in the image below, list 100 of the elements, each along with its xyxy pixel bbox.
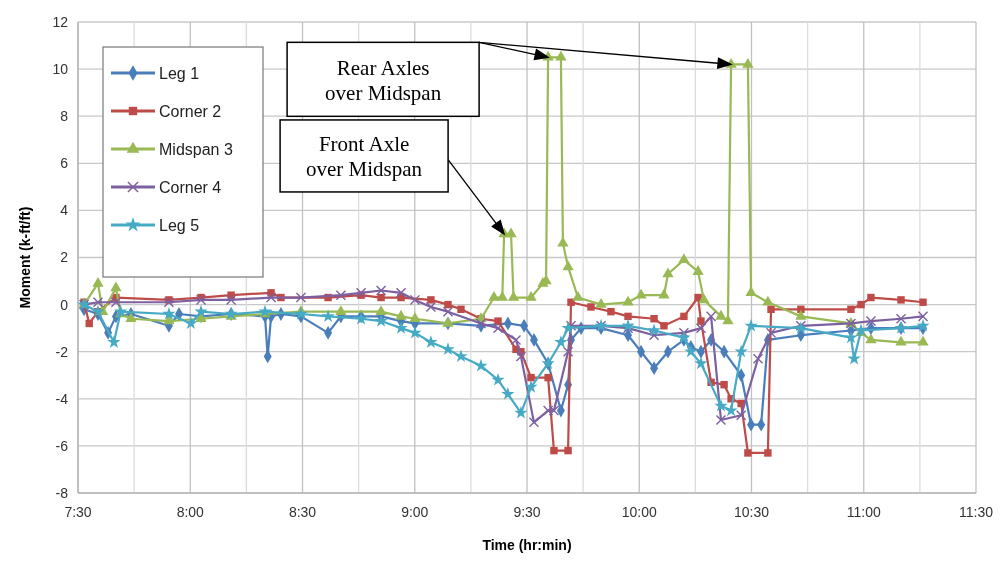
point xyxy=(194,304,208,318)
point xyxy=(554,335,568,348)
point xyxy=(424,335,438,348)
point xyxy=(491,372,505,386)
point xyxy=(916,318,930,332)
point xyxy=(475,318,487,329)
point xyxy=(650,315,658,323)
point xyxy=(895,335,907,346)
point xyxy=(695,322,707,334)
y-tick-label: -8 xyxy=(55,484,69,501)
point xyxy=(92,276,104,287)
y-tick-label: 0 xyxy=(60,296,69,313)
point xyxy=(501,387,515,400)
point xyxy=(107,335,121,348)
point xyxy=(660,322,668,330)
point xyxy=(409,312,421,322)
point xyxy=(564,446,572,455)
point xyxy=(561,321,575,334)
point xyxy=(752,353,764,364)
point xyxy=(110,281,122,292)
point xyxy=(507,291,520,301)
point xyxy=(647,323,661,337)
x-axis-title: Time (hr:min) xyxy=(482,537,572,553)
point xyxy=(488,291,500,301)
point xyxy=(442,306,454,317)
x-tick-label: 11:00 xyxy=(846,504,881,520)
legend-label: Leg 5 xyxy=(159,216,200,234)
x-tick-label: 8:30 xyxy=(288,504,317,520)
point xyxy=(496,291,508,301)
point xyxy=(524,380,538,393)
point xyxy=(225,294,237,306)
point xyxy=(715,414,727,426)
point xyxy=(562,346,574,357)
point xyxy=(457,305,465,314)
point xyxy=(335,305,347,315)
legend-label: Corner 2 xyxy=(159,102,222,120)
point xyxy=(335,289,347,301)
point xyxy=(742,57,754,68)
point xyxy=(110,297,122,308)
point xyxy=(587,303,595,311)
y-tick-label: -2 xyxy=(55,343,69,360)
point xyxy=(544,373,552,382)
point xyxy=(764,449,772,457)
point xyxy=(678,253,690,264)
legend-label: Leg 1 xyxy=(159,64,200,82)
point xyxy=(714,398,728,412)
point xyxy=(705,311,717,322)
point xyxy=(492,322,504,334)
point xyxy=(865,333,877,344)
point xyxy=(321,309,335,323)
point xyxy=(694,356,708,370)
x-tick-label: 10:30 xyxy=(733,504,770,520)
point xyxy=(441,342,455,356)
point xyxy=(550,446,558,455)
point xyxy=(92,297,104,308)
point xyxy=(374,314,388,327)
point xyxy=(425,301,437,313)
y-tick-label: 8 xyxy=(60,108,69,125)
y-tick-label: 6 xyxy=(60,155,69,172)
x-tick-label: 9:00 xyxy=(401,504,429,520)
point xyxy=(765,327,777,339)
point xyxy=(514,405,528,419)
point xyxy=(295,292,307,303)
point xyxy=(294,307,308,320)
point xyxy=(527,373,535,382)
point xyxy=(442,316,454,327)
point xyxy=(744,318,758,332)
x-tick-label: 10:00 xyxy=(621,504,657,520)
y-tick-label: -6 xyxy=(55,437,69,454)
point xyxy=(562,260,574,271)
point xyxy=(528,417,540,428)
point xyxy=(375,285,387,296)
point xyxy=(698,293,710,304)
annotation: Rear Axles over Midspan xyxy=(325,55,442,105)
point xyxy=(624,312,632,321)
point xyxy=(897,296,905,304)
point xyxy=(163,297,175,308)
point xyxy=(409,294,421,306)
x-tick-label: 7:30 xyxy=(64,504,92,520)
point xyxy=(847,305,855,314)
point xyxy=(662,267,674,278)
point xyxy=(427,296,435,304)
y-tick-label: -4 xyxy=(55,390,69,407)
annotation: Front Axle over Midspan xyxy=(306,132,423,182)
point xyxy=(715,309,727,320)
point xyxy=(184,316,198,330)
point xyxy=(395,287,407,299)
point xyxy=(355,287,367,299)
point xyxy=(692,265,704,275)
point xyxy=(395,309,407,320)
point xyxy=(648,330,660,341)
x-tick-label: 8:00 xyxy=(176,504,205,520)
point xyxy=(555,50,567,61)
point xyxy=(847,351,861,365)
point xyxy=(375,305,387,315)
point xyxy=(797,305,805,314)
point xyxy=(444,300,452,309)
point xyxy=(162,307,176,320)
point xyxy=(658,288,670,299)
point xyxy=(515,351,527,362)
